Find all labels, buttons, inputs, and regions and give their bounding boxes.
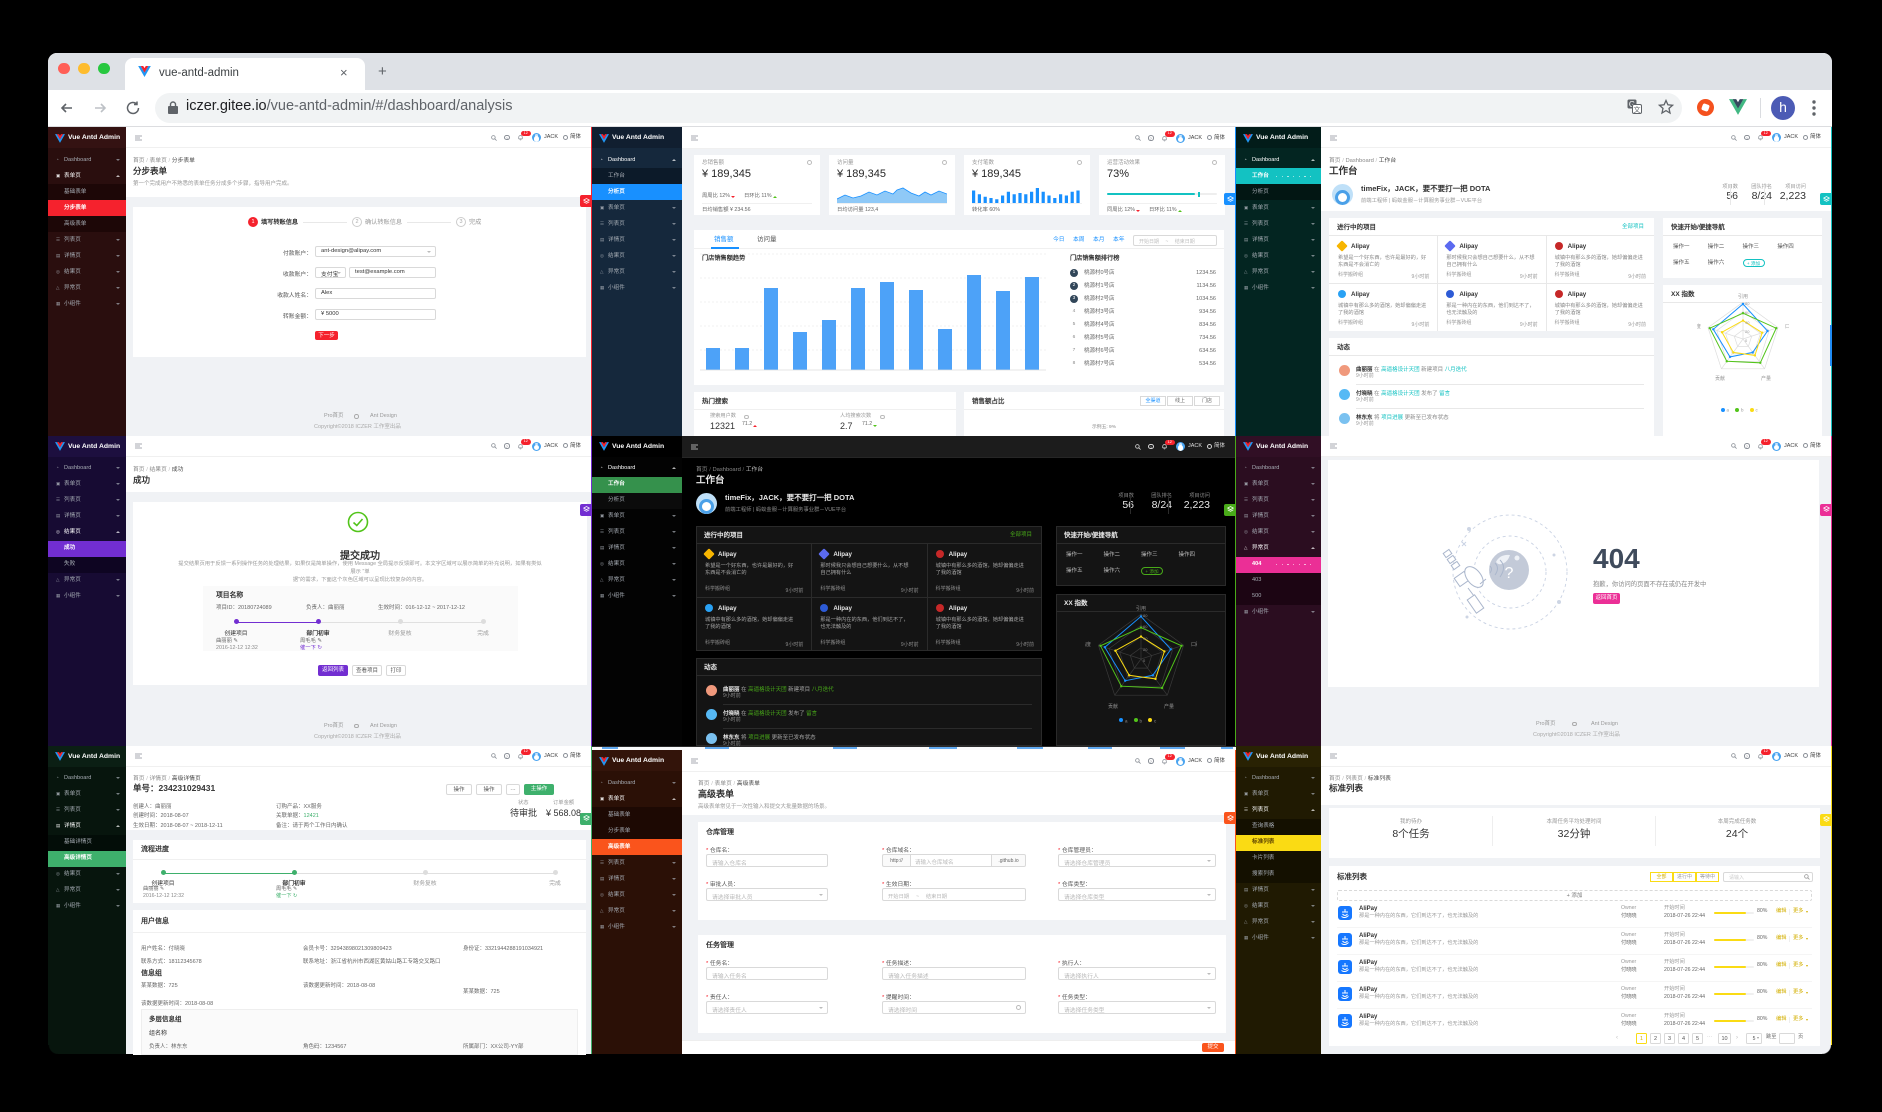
- svg-text:80: 80: [1745, 301, 1750, 306]
- svg-text:贡献: 贡献: [1108, 703, 1118, 710]
- svg-text:0: 0: [1143, 658, 1146, 663]
- svg-text:20: 20: [1143, 647, 1148, 652]
- svg-text:热度: 热度: [1085, 641, 1091, 648]
- svg-text:?: ?: [1505, 565, 1514, 582]
- svg-text:口碑: 口碑: [1784, 323, 1788, 330]
- svg-text:G: G: [1629, 100, 1635, 109]
- svg-text:60: 60: [1143, 624, 1148, 629]
- svg-text:40: 40: [1143, 636, 1148, 641]
- svg-text:40: 40: [1745, 320, 1750, 325]
- svg-text:产量: 产量: [1164, 703, 1174, 710]
- svg-text:口碑: 口碑: [1191, 641, 1197, 648]
- svg-text:0: 0: [1745, 338, 1748, 343]
- svg-text:引用: 引用: [1737, 293, 1747, 300]
- svg-text:产量: 产量: [1760, 375, 1770, 382]
- svg-text:60: 60: [1745, 310, 1750, 315]
- svg-text:20: 20: [1745, 329, 1750, 334]
- svg-text:热度: 热度: [1697, 323, 1701, 330]
- svg-text:文: 文: [1634, 105, 1641, 114]
- svg-text:贡献: 贡献: [1714, 375, 1724, 382]
- svg-text:引用: 引用: [1136, 605, 1146, 612]
- svg-text:80: 80: [1143, 613, 1148, 618]
